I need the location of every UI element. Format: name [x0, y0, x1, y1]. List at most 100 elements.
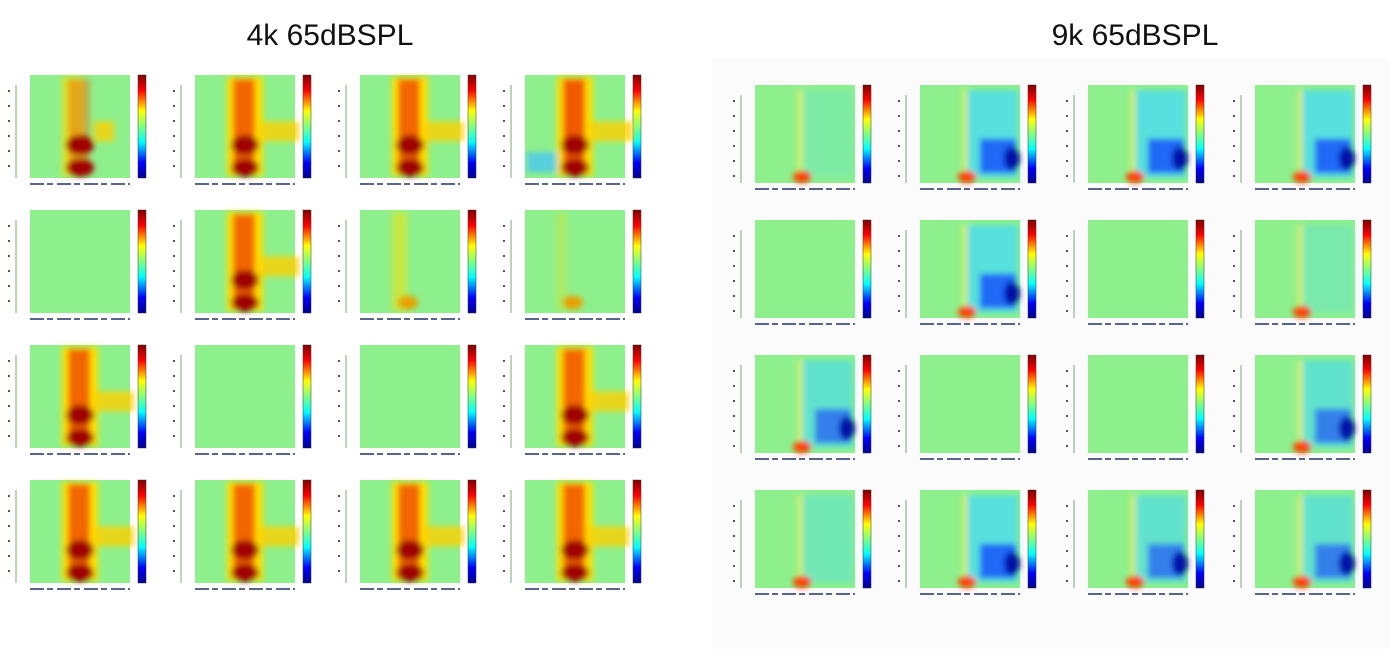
response-peak — [66, 135, 94, 155]
tick-dot — [733, 565, 735, 567]
response-peak — [231, 294, 259, 312]
side-band — [94, 526, 134, 546]
onset-peak — [1293, 306, 1311, 318]
response-peak — [561, 405, 589, 425]
suppression-peak — [1339, 417, 1355, 441]
tick-dot — [503, 255, 505, 257]
tick-dot — [733, 580, 735, 582]
tick-dot — [8, 90, 10, 92]
response-peak — [66, 540, 94, 560]
tick-dot — [898, 280, 900, 282]
response-band — [557, 212, 566, 311]
response-peak — [231, 159, 259, 177]
tick-dot — [898, 370, 900, 372]
heatmap-bg — [1088, 220, 1188, 318]
tick-dot — [733, 310, 735, 312]
tick-dot — [898, 160, 900, 162]
heatmap-blobs — [793, 90, 853, 183]
tick-dot — [1233, 175, 1235, 177]
side-band — [259, 256, 299, 276]
tick-dot — [503, 225, 505, 227]
response-peak — [561, 429, 589, 447]
tick-dot — [898, 580, 900, 582]
tick-dot — [338, 150, 340, 152]
response-peak — [561, 135, 589, 155]
heatmap-bg — [30, 210, 130, 313]
tick-dot — [338, 510, 340, 512]
tick-dot — [173, 150, 175, 152]
tick-dot — [898, 295, 900, 297]
tick-dot — [733, 385, 735, 387]
colorbar — [1028, 220, 1036, 318]
side-band — [589, 526, 629, 546]
tick-dot — [503, 525, 505, 527]
tick-dot — [1233, 265, 1235, 267]
response-peak — [66, 564, 94, 582]
tick-dot — [338, 90, 340, 92]
tick-dot — [733, 430, 735, 432]
tick-dot — [173, 285, 175, 287]
tick-dot — [1066, 175, 1068, 177]
tick-dot — [898, 175, 900, 177]
figure: 4k 65dBSPL 9k 65dBSPL — [0, 0, 1389, 649]
tick-dot — [503, 90, 505, 92]
response-peak — [398, 296, 418, 310]
tick-dot — [338, 165, 340, 167]
tick-dot — [1066, 445, 1068, 447]
colorbar — [1196, 85, 1204, 183]
tick-dot — [173, 90, 175, 92]
tick-dot — [173, 225, 175, 227]
tick-dot — [1233, 385, 1235, 387]
tick-dot — [8, 150, 10, 152]
tick-dot — [338, 300, 340, 302]
tick-dot — [898, 385, 900, 387]
tick-dot — [338, 525, 340, 527]
suppression-peak — [1004, 552, 1020, 576]
tick-dot — [8, 135, 10, 137]
heatmap-bg — [360, 345, 460, 448]
colorbar — [1363, 355, 1371, 453]
tick-dot — [1066, 565, 1068, 567]
tick-dot — [8, 300, 10, 302]
response-peak — [231, 135, 259, 155]
side-band — [424, 526, 464, 546]
tick-dot — [1066, 430, 1068, 432]
colorbar — [303, 210, 311, 313]
side-band — [94, 391, 134, 411]
colorbar — [468, 210, 476, 313]
tick-dot — [173, 255, 175, 257]
tick-dot — [733, 280, 735, 282]
tick-dot — [1233, 535, 1235, 537]
tick-dot — [8, 405, 10, 407]
response-peak — [561, 540, 589, 560]
tick-dot — [338, 495, 340, 497]
side-band — [589, 121, 633, 141]
suppression-peak — [1339, 147, 1355, 171]
heatmap-blobs — [958, 495, 1020, 588]
tick-dot — [1233, 100, 1235, 102]
tick-dot — [898, 430, 900, 432]
tick-dot — [8, 555, 10, 557]
tick-dot — [338, 240, 340, 242]
response-peak — [231, 540, 259, 560]
heatmap-blobs — [1126, 495, 1188, 588]
tick-dot — [1066, 550, 1068, 552]
colorbar — [1196, 220, 1204, 318]
onset-peak — [958, 576, 976, 588]
side-band — [589, 391, 629, 411]
tick-dot — [8, 255, 10, 257]
tick-dot — [503, 270, 505, 272]
tick-dot — [898, 115, 900, 117]
tick-dot — [173, 510, 175, 512]
response-peak — [563, 296, 583, 310]
heatmap-blobs — [1293, 225, 1353, 318]
tick-dot — [173, 405, 175, 407]
tick-dot — [338, 225, 340, 227]
tick-dot — [338, 285, 340, 287]
tick-dot — [503, 540, 505, 542]
tick-dot — [338, 105, 340, 107]
tick-dot — [1233, 310, 1235, 312]
colorbar — [633, 75, 641, 178]
tick-dot — [733, 370, 735, 372]
onset-peak — [793, 576, 811, 588]
